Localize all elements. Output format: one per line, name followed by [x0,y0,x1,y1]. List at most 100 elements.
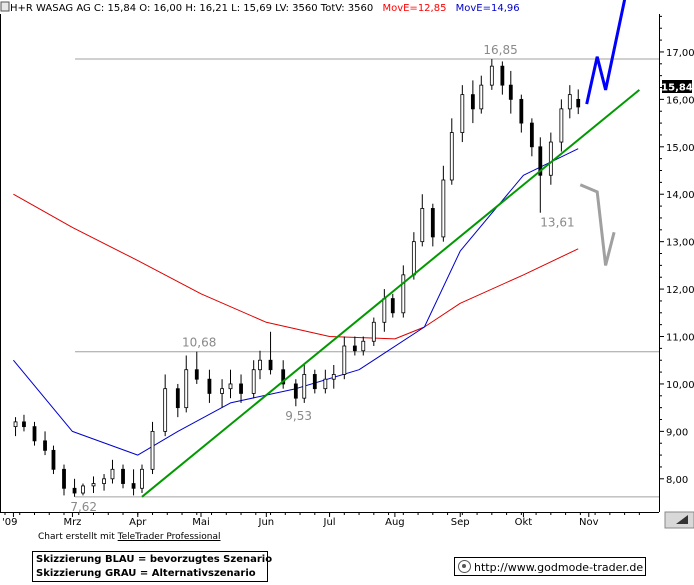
ma-long-line [13,193,579,340]
candle-body [331,374,336,380]
x-tick-label: Nov [579,517,599,528]
candle-body [81,485,85,494]
candle-body [361,340,366,352]
candle-body [13,421,18,428]
candle-body [110,468,115,480]
candle-body [576,98,581,108]
scroll-corner-button[interactable] [664,511,694,529]
candle-body [62,468,66,489]
candle-body [519,98,524,124]
candle-body [43,440,47,451]
x-tick-label: Mrz [63,517,81,528]
price-annotation: 7,62 [70,500,97,514]
candle-body [567,94,572,110]
candle-body [342,345,347,375]
candle-body [140,468,144,489]
candle-body [420,208,425,243]
x-tick-label: Apr [129,517,147,528]
x-tick-label: Jun [258,517,275,528]
candle-body [460,94,465,133]
scroll-arrow-icon [676,515,688,524]
y-tick-label: 10,00 [666,380,694,391]
y-tick-label: 11,00 [666,333,694,344]
source-url-box[interactable]: http://www.godmode-trader.de [454,557,646,576]
candle-body [302,374,307,399]
candles [13,59,581,497]
candle-body [508,84,513,100]
y-tick-label: 8,00 [666,475,688,486]
candle-body [51,449,56,470]
price-annotation: 9,53 [285,409,312,423]
credit-link[interactable]: TeleTrader Professional [117,532,221,542]
candle-body [175,388,180,409]
reference-lines [75,58,659,498]
candle-body [489,65,494,86]
candle-body [411,241,416,276]
candle-body [32,426,37,442]
trendline-layer [141,89,640,498]
candle-body [500,65,505,86]
y-tick-label: 12,00 [666,285,694,296]
candle-body [220,388,224,394]
y-tick-label: 16,00 [666,95,694,106]
candle-body [382,298,387,323]
chart-icon [0,1,10,12]
y-tick-label: 9,00 [666,427,688,438]
header-bar [0,0,694,14]
candle-body [228,383,233,390]
source-url[interactable]: http://www.godmode-trader.de [474,561,644,574]
x-tick-label: Aug [385,517,405,528]
y-tick-label: 14,00 [666,190,694,201]
candle-body [194,369,199,380]
candle-body [352,345,357,352]
price-annotation: 13,61 [540,216,574,230]
candle-body [281,369,286,385]
candle-body [293,383,298,399]
x-tick-label: Mai [192,517,210,528]
candle-body [239,383,243,394]
price-annotations: 16,85 10,68 9,53 7,62 13,61 [70,43,574,514]
credit-prefix: Chart erstellt mit [38,532,118,542]
candle-body [150,430,155,470]
legend-grey-scenario: Skizzierung GRAU = Alternativszenario [36,568,256,579]
header-text: H+R WASAG AG C: 15,84 O: 16,00 H: 16,21 … [10,3,520,14]
candle-body [102,478,106,484]
candle-body [441,179,446,238]
candle-body [258,359,262,371]
candle-body [548,141,553,176]
candle-body [371,321,376,342]
time-axis: '09 Mrz Apr Mai Jun Jul Aug Sep Okt Nov [2,512,640,528]
candle-body [390,298,395,314]
candle-body [470,94,475,110]
candle-body [529,122,534,148]
candle-body [251,369,256,394]
price-annotation: 16,85 [483,43,517,57]
price-axis: 8,00 9,00 10,00 11,00 12,00 13,00 14,00 15,00 16… [659,15,694,486]
last-price-badge [662,80,692,93]
scenarios [579,0,627,266]
header-quote: H+R WASAG AG C: 15,84 O: 16,00 H: 16,21 … [10,3,373,14]
y-tick-label: 15,00 [666,143,694,154]
candle-body [184,369,189,409]
candle-body [559,108,564,143]
header-ma-long: MovE=12,85 [382,3,446,14]
header-ma-short: MovE=14,96 [456,3,520,14]
candle-body [449,132,454,181]
candle-body [22,421,26,428]
globe-icon [458,560,471,573]
x-tick-label: '09 [2,517,17,528]
chart-credit: Chart erstellt mit TeleTrader Profession… [38,532,220,542]
y-tick-label: 13,00 [666,238,694,249]
last-price-label: 15,84 [661,83,693,94]
x-tick-label: Sep [451,517,470,528]
legend-blue-scenario: Skizzierung BLAU = bevorzugtes Szenario [36,554,273,565]
price-annotation: 10,68 [182,336,216,350]
candle-body [131,483,136,489]
candle-body [268,359,273,371]
candle-body [121,468,125,484]
candle-body [207,378,212,394]
scenario-legend: Skizzierung BLAU = bevorzugtes Szenario … [32,551,273,582]
x-tick-label: Jul [323,517,336,528]
scenario-blue-path [585,0,627,105]
